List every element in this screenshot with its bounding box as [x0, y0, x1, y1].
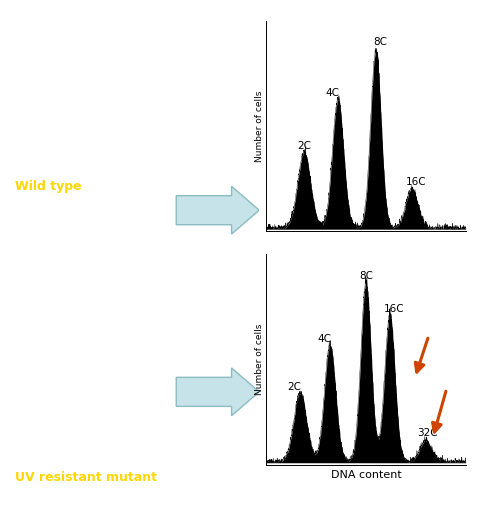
Text: 32C: 32C	[418, 428, 438, 438]
Text: 2C: 2C	[288, 382, 301, 392]
Text: 8C: 8C	[373, 37, 387, 47]
Text: 16C: 16C	[384, 304, 404, 315]
Text: 4C: 4C	[325, 88, 339, 99]
Polygon shape	[176, 368, 259, 416]
X-axis label: DNA content: DNA content	[331, 470, 401, 480]
Text: Growth under
UV light environment: Growth under UV light environment	[15, 13, 165, 42]
Text: 4C: 4C	[317, 334, 331, 345]
Text: 8C: 8C	[359, 271, 373, 281]
Polygon shape	[176, 186, 259, 234]
Text: Wild type: Wild type	[15, 180, 82, 194]
Text: 2C: 2C	[297, 142, 311, 152]
Y-axis label: Number of cells: Number of cells	[254, 90, 264, 161]
Text: 16C: 16C	[406, 177, 426, 187]
Text: UV resistant mutant: UV resistant mutant	[15, 471, 157, 484]
Y-axis label: Number of cells: Number of cells	[254, 324, 264, 395]
